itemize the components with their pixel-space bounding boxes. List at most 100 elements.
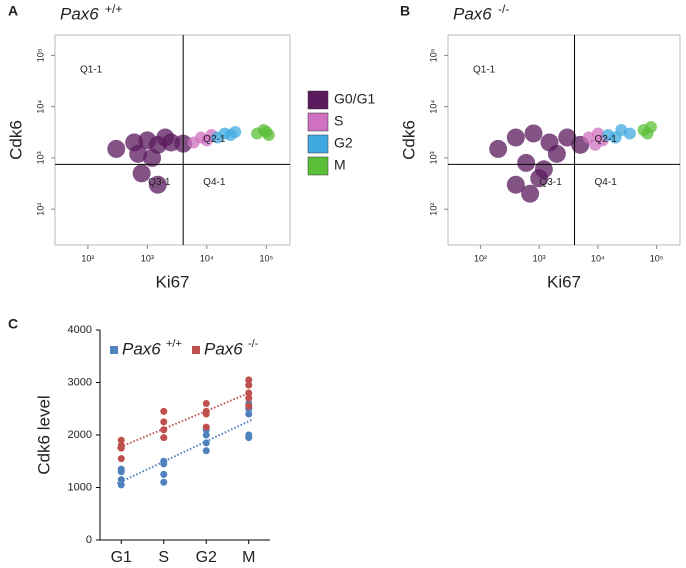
panel-label: A (8, 3, 18, 19)
cell-point (129, 144, 148, 163)
quadrant-label: Q1-1 (80, 65, 103, 76)
legend-swatch (307, 134, 329, 154)
x-tick-label: S (158, 549, 169, 566)
trend-line (116, 418, 254, 485)
cell-point (534, 160, 553, 179)
cell-point (524, 124, 543, 143)
dot (117, 455, 125, 463)
y-tick-label: 2000 (68, 429, 92, 441)
legend-swatch (307, 90, 329, 110)
x-tick-label: 10⁵ (650, 253, 664, 263)
x-tick-label: 10⁵ (259, 253, 273, 263)
cell-point (589, 138, 602, 151)
legend-superscript: -/- (248, 338, 259, 350)
dot (245, 431, 253, 439)
quadrant-label: Q2-1 (203, 134, 226, 145)
legend-swatch (110, 346, 118, 354)
dot (117, 465, 125, 473)
y-axis-label: Cdk6 level (34, 395, 53, 474)
panel-title: Pax6 (453, 4, 492, 23)
legend-label: G2 (334, 135, 353, 151)
cell-point (132, 164, 151, 183)
dot (160, 470, 168, 478)
plot-frame (447, 34, 681, 246)
legend-label: Pax6 (122, 339, 161, 358)
y-tick-label: 10⁴ (428, 100, 438, 114)
plot-frame (54, 34, 291, 246)
dot (160, 418, 168, 426)
panel-title-superscript: -/- (498, 2, 509, 16)
x-tick-label: 10² (474, 253, 487, 263)
x-tick-label: 10³ (141, 253, 154, 263)
x-tick-label: 10² (81, 253, 94, 263)
dot (245, 381, 253, 389)
dot (202, 423, 210, 431)
quadrant-label: Q4-1 (595, 177, 618, 188)
y-tick-label: 10⁴ (35, 100, 45, 114)
quadrant-label: Q1-1 (473, 65, 496, 76)
quadrant-label: Q4-1 (203, 177, 226, 188)
legend-swatch (307, 156, 329, 176)
y-tick-label: 10⁵ (428, 48, 438, 62)
x-tick-label: M (242, 549, 255, 566)
cell-point (148, 175, 167, 194)
y-tick-label: 4000 (68, 324, 92, 336)
dot (202, 439, 210, 447)
cell-point (506, 128, 525, 147)
cell-point (506, 175, 525, 194)
legend-swatch (307, 112, 329, 132)
cell-point (521, 184, 540, 203)
cell-point (489, 139, 508, 158)
dot (202, 407, 210, 415)
x-tick-label: G2 (196, 549, 217, 566)
legend-label: M (334, 157, 346, 173)
x-tick-label: 10³ (533, 253, 546, 263)
cell-point (143, 148, 162, 167)
x-axis-label: Ki67 (547, 272, 581, 291)
x-axis-label: Ki67 (155, 272, 189, 291)
cell-point (262, 128, 275, 141)
dot (117, 442, 125, 449)
y-tick-label: 10² (35, 203, 45, 216)
dot (202, 400, 210, 407)
panel-label: B (400, 3, 410, 19)
y-tick-label: 10⁵ (35, 48, 45, 62)
quadrant-label: Q2-1 (595, 134, 618, 145)
y-axis-label: Cdk6 (399, 120, 418, 160)
y-axis-label: Cdk6 (6, 120, 25, 160)
cell-point (547, 144, 566, 163)
legend-label: S (334, 113, 343, 129)
y-tick-label: 1000 (68, 481, 92, 493)
dot (245, 376, 253, 384)
panel-label: C (8, 316, 18, 332)
y-tick-label: 3000 (68, 376, 92, 388)
panel-title-superscript: +/+ (105, 2, 122, 16)
dot (117, 476, 125, 484)
y-tick-label: 10² (428, 203, 438, 216)
dot (202, 447, 210, 455)
cell-point (609, 131, 622, 144)
x-tick-label: G1 (111, 549, 132, 566)
dot (160, 407, 168, 415)
quadrant-label: Q3-1 (148, 177, 171, 188)
cell-point (156, 128, 175, 147)
quadrant-label: Q3-1 (540, 177, 563, 188)
dot (117, 481, 125, 489)
legend-superscript: +/+ (166, 338, 182, 350)
legend-label: G0/G1 (334, 91, 375, 107)
legend-swatch (192, 346, 200, 354)
cell-point (517, 153, 536, 172)
cell-point (623, 127, 636, 140)
dot (245, 394, 253, 402)
y-tick-label: 0 (86, 534, 92, 546)
dot (245, 402, 253, 410)
trend-line (116, 390, 254, 450)
dot (117, 436, 125, 444)
legend-label: Pax6 (204, 339, 243, 358)
x-tick-label: 10⁴ (200, 253, 214, 263)
dot (202, 431, 210, 439)
dot (160, 478, 168, 486)
y-tick-label: 10³ (428, 151, 438, 164)
y-tick-label: 10³ (35, 151, 45, 164)
